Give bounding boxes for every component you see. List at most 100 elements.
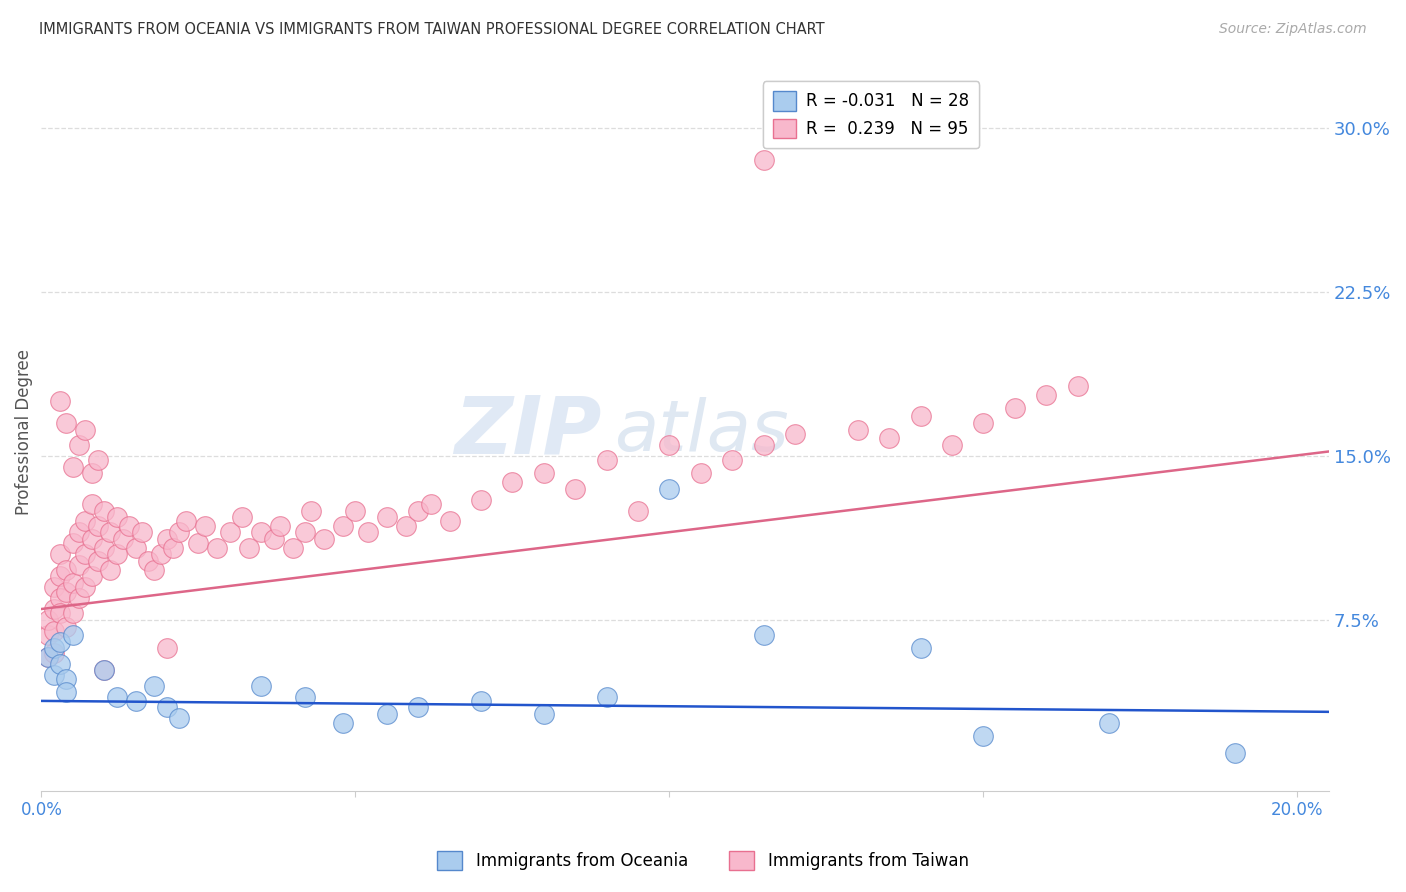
Legend: R = -0.031   N = 28, R =  0.239   N = 95: R = -0.031 N = 28, R = 0.239 N = 95: [763, 81, 979, 148]
Point: [1066, 379, 1088, 393]
Point: [80, 532, 103, 546]
Point: [169, 711, 191, 725]
Point: [124, 541, 146, 555]
Point: [49, 635, 72, 649]
Point: [143, 563, 166, 577]
Point: [194, 519, 217, 533]
Point: [55, 685, 77, 699]
Point: [100, 563, 122, 577]
Point: [49, 394, 72, 409]
Point: [394, 519, 416, 533]
Point: [627, 503, 650, 517]
Point: [238, 541, 260, 555]
Point: [406, 700, 429, 714]
Point: [501, 475, 523, 489]
Point: [269, 519, 291, 533]
Text: Source: ZipAtlas.com: Source: ZipAtlas.com: [1219, 22, 1367, 37]
Point: [93, 663, 115, 677]
Point: [156, 641, 179, 656]
Point: [37, 650, 59, 665]
Point: [105, 690, 128, 704]
Point: [752, 153, 775, 168]
Point: [75, 580, 97, 594]
Point: [93, 663, 115, 677]
Point: [87, 519, 110, 533]
Point: [87, 453, 110, 467]
Point: [37, 650, 59, 665]
Point: [62, 628, 84, 642]
Point: [156, 700, 179, 714]
Point: [294, 525, 316, 540]
Point: [375, 510, 398, 524]
Point: [294, 690, 316, 704]
Point: [42, 580, 65, 594]
Point: [143, 679, 166, 693]
Point: [55, 672, 77, 686]
Point: [375, 706, 398, 721]
Point: [67, 525, 90, 540]
Point: [49, 657, 72, 671]
Point: [55, 619, 77, 633]
Point: [87, 554, 110, 568]
Point: [62, 459, 84, 474]
Point: [470, 492, 492, 507]
Point: [658, 482, 681, 496]
Point: [55, 416, 77, 430]
Point: [75, 515, 97, 529]
Point: [721, 453, 744, 467]
Point: [281, 541, 304, 555]
Point: [250, 679, 273, 693]
Text: atlas: atlas: [614, 397, 789, 467]
Point: [332, 715, 354, 730]
Point: [131, 525, 153, 540]
Point: [1223, 747, 1246, 761]
Point: [439, 515, 461, 529]
Point: [62, 575, 84, 590]
Point: [941, 438, 963, 452]
Point: [105, 510, 128, 524]
Point: [846, 423, 869, 437]
Point: [67, 558, 90, 573]
Point: [67, 591, 90, 605]
Point: [93, 503, 115, 517]
Point: [124, 694, 146, 708]
Point: [533, 467, 555, 481]
Point: [105, 547, 128, 561]
Point: [55, 563, 77, 577]
Point: [658, 438, 681, 452]
Point: [136, 554, 159, 568]
Point: [67, 438, 90, 452]
Point: [55, 584, 77, 599]
Point: [49, 547, 72, 561]
Point: [1035, 387, 1057, 401]
Point: [93, 541, 115, 555]
Point: [169, 525, 191, 540]
Point: [344, 503, 367, 517]
Point: [595, 690, 617, 704]
Legend: Immigrants from Oceania, Immigrants from Taiwan: Immigrants from Oceania, Immigrants from…: [430, 844, 976, 877]
Point: [49, 591, 72, 605]
Point: [37, 613, 59, 627]
Point: [62, 536, 84, 550]
Text: ZIP: ZIP: [454, 392, 602, 471]
Point: [910, 409, 932, 424]
Point: [595, 453, 617, 467]
Point: [75, 423, 97, 437]
Point: [174, 515, 197, 529]
Point: [1004, 401, 1026, 415]
Point: [250, 525, 273, 540]
Point: [910, 641, 932, 656]
Text: IMMIGRANTS FROM OCEANIA VS IMMIGRANTS FROM TAIWAN PROFESSIONAL DEGREE CORRELATIO: IMMIGRANTS FROM OCEANIA VS IMMIGRANTS FR…: [39, 22, 825, 37]
Point: [231, 510, 253, 524]
Point: [75, 547, 97, 561]
Point: [111, 532, 134, 546]
Point: [37, 628, 59, 642]
Point: [162, 541, 184, 555]
Point: [118, 519, 141, 533]
Point: [1098, 715, 1121, 730]
Point: [80, 467, 103, 481]
Point: [156, 532, 179, 546]
Point: [312, 532, 335, 546]
Y-axis label: Professional Degree: Professional Degree: [15, 349, 32, 515]
Point: [149, 547, 172, 561]
